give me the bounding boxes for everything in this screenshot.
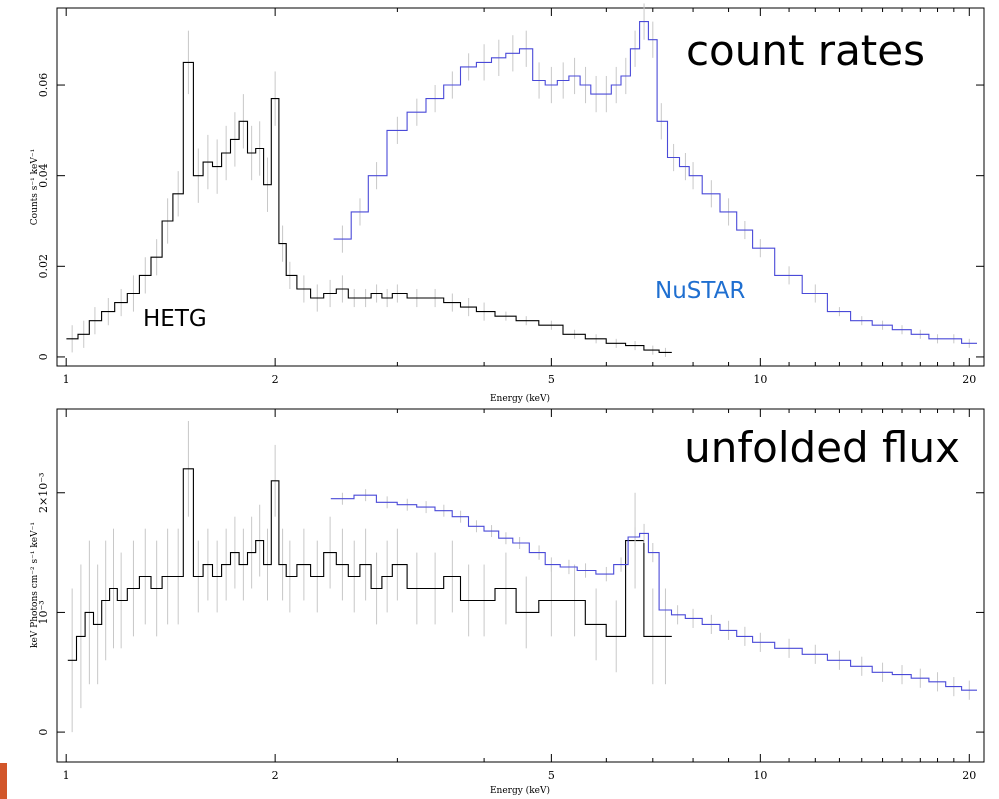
count-rates-xtick-label: 5 — [548, 373, 555, 386]
unfolded-flux-ytick-label: 0 — [37, 729, 50, 736]
count-rates-xlabel: Energy (keV) — [490, 393, 550, 404]
count-rates-series — [66, 3, 977, 357]
unfolded-flux-ytick-label: 2×10⁻³ — [37, 473, 50, 513]
count-rates-panel: 1 2 5 10 20 0 0.02 0.04 0.06 Energy (keV) Counts… — [30, 3, 985, 404]
hetg-count-rates-line — [66, 61, 672, 353]
unfolded-flux-panel: 1 2 5 10 20 0 10⁻³ 2×10⁻³ Energy (keV) keV Phot… — [30, 408, 985, 796]
hetg-label: HETG — [143, 306, 207, 332]
count-rates-plot-frame — [56, 7, 985, 367]
corner-logo-fragment — [0, 763, 7, 799]
count-rates-ticks: 1 2 5 10 20 0 0.02 0.04 0.06 — [37, 8, 984, 386]
unfolded-flux-plot-frame — [56, 408, 985, 763]
count-rates-ytick-label: 0 — [37, 353, 50, 360]
unfolded-flux-ytick-label: 10⁻³ — [37, 600, 50, 624]
count-rates-xtick-label: 1 — [63, 373, 70, 386]
count-rates-xtick-label: 20 — [962, 373, 976, 386]
nustar-label: NuSTAR — [655, 278, 745, 304]
count-rates-xtick-label: 2 — [272, 373, 279, 386]
nustar-unfolded-flux-line — [330, 494, 977, 691]
unfolded-flux-xtick-label: 1 — [63, 769, 70, 782]
count-rates-ylabel: Counts s⁻¹ keV⁻¹ — [30, 149, 40, 225]
unfolded-flux-xtick-label: 10 — [753, 769, 767, 782]
count-rates-ytick-label: 0.06 — [37, 73, 50, 98]
unfolded-flux-ticks: 1 2 5 10 20 0 10⁻³ 2×10⁻³ — [37, 409, 984, 782]
unfolded-flux-xlabel: Energy (keV) — [490, 785, 550, 796]
unfolded-flux-xtick-label: 5 — [548, 769, 555, 782]
count-rates-annotation: count rates — [686, 26, 925, 75]
unfolded-flux-series — [67, 420, 977, 733]
count-rates-ytick-label: 0.04 — [37, 163, 50, 188]
unfolded-flux-annotation: unfolded flux — [684, 423, 960, 472]
unfolded-flux-ylabel: keV Photons cm⁻² s⁻¹ keV⁻¹ — [30, 522, 40, 648]
hetg-unfolded-flux-line — [67, 468, 672, 661]
unfolded-flux-xtick-label: 2 — [272, 769, 279, 782]
nustar-count-rates-line — [333, 21, 977, 344]
count-rates-xtick-label: 10 — [753, 373, 767, 386]
count-rates-ytick-label: 0.02 — [37, 254, 50, 279]
unfolded-flux-xtick-label: 20 — [962, 769, 976, 782]
